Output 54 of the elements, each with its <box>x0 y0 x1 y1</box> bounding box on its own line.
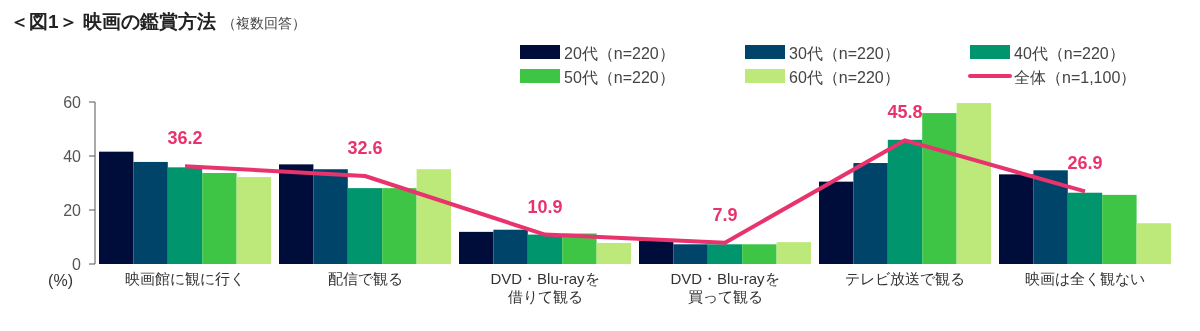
bar <box>922 113 957 264</box>
data-label: 7.9 <box>712 204 738 225</box>
bar <box>776 242 811 264</box>
bar <box>673 244 708 264</box>
bar <box>853 163 888 264</box>
legend-label: 60代（n=220） <box>789 69 900 86</box>
bar <box>819 181 854 264</box>
bar <box>639 240 674 264</box>
bar <box>956 103 991 264</box>
chart-subtitle: （複数回答） <box>221 15 306 31</box>
y-tick-label: 60 <box>63 94 82 111</box>
bar <box>167 167 203 264</box>
y-axis-title: (%) <box>48 272 73 289</box>
data-label: 32.6 <box>347 137 383 158</box>
chart-title: ＜図1＞ 映画の鑑賞方法 <box>10 11 216 32</box>
legend-label: 20代（n=220） <box>564 45 675 62</box>
bar <box>493 229 528 264</box>
bar <box>887 139 923 264</box>
legend-label: 30代（n=220） <box>789 45 900 62</box>
data-label: 36.2 <box>167 128 203 149</box>
bar <box>999 174 1034 264</box>
legend-label: 50代（n=220） <box>564 69 675 86</box>
bar <box>1136 223 1171 264</box>
y-tick-label: 0 <box>72 256 82 273</box>
legend-label: 全体（n=1,100） <box>1014 69 1137 86</box>
bar <box>382 188 417 264</box>
x-tick-label: 配信で観る <box>327 270 403 287</box>
data-label: 45.8 <box>887 102 923 123</box>
bar <box>236 177 271 264</box>
bar <box>459 231 494 264</box>
y-tick-label: 20 <box>63 202 82 219</box>
x-tick-label: DVD・Blu-rayを買って観る <box>670 270 780 305</box>
data-label: 10.9 <box>527 196 563 217</box>
legend-label: 40代（n=220） <box>1014 45 1125 62</box>
bar <box>99 151 134 264</box>
x-tick-label: 映画は全く観ない <box>1025 270 1145 287</box>
bar <box>596 242 631 264</box>
y-tick-label: 40 <box>63 148 82 165</box>
bar <box>202 173 237 264</box>
bar <box>279 164 314 264</box>
bar <box>313 169 348 264</box>
bar <box>707 244 743 264</box>
x-tick-label: テレビ放送で観る <box>845 270 965 287</box>
bar <box>1102 194 1137 264</box>
bar <box>1033 170 1068 264</box>
bar <box>1067 192 1103 264</box>
bar <box>347 188 383 264</box>
x-tick-label: DVD・Blu-rayを借りて観る <box>490 270 600 305</box>
bar <box>527 234 563 264</box>
x-tick-label: 映画館に観に行く <box>125 270 245 287</box>
bar <box>416 169 451 264</box>
data-label: 26.9 <box>1067 153 1103 174</box>
bar <box>742 244 777 264</box>
bar <box>133 161 168 264</box>
